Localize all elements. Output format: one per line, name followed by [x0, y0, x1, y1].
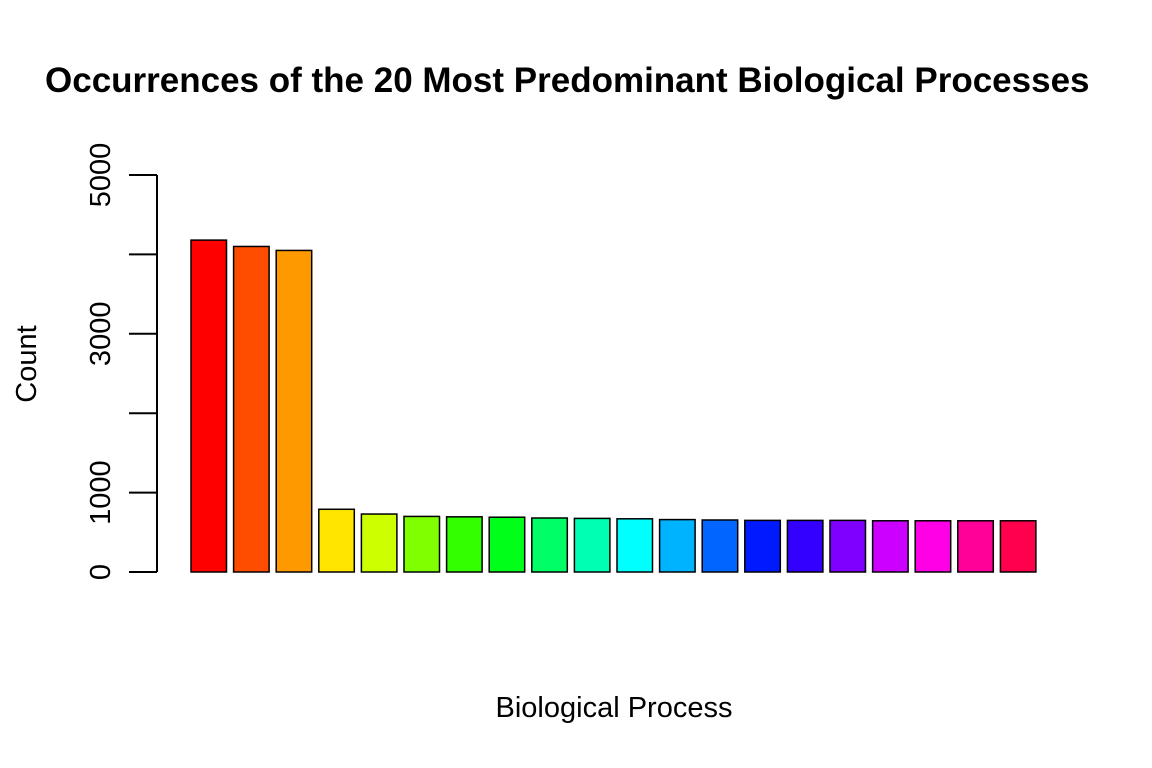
bar-3	[275, 249, 313, 573]
bar-8	[488, 516, 526, 573]
bar-12	[658, 518, 696, 573]
bar-4	[318, 508, 356, 573]
y-axis-label: Count	[11, 325, 43, 402]
bar-5	[360, 513, 398, 573]
bar-20	[999, 520, 1037, 573]
bar-16	[829, 519, 867, 573]
bar-15	[786, 519, 824, 573]
bar-9	[531, 517, 569, 573]
bar-6	[403, 515, 441, 573]
chart-title: Occurrences of the 20 Most Predominant B…	[45, 61, 1090, 100]
bar-13	[701, 519, 739, 573]
bar-1	[190, 239, 228, 573]
bars-group	[190, 239, 1037, 573]
bar-11	[616, 518, 654, 573]
bar-18	[914, 520, 952, 573]
y-axis: 0 1000 3000 5000	[85, 143, 158, 580]
bar-17	[871, 520, 909, 573]
x-axis-label: Biological Process	[496, 692, 733, 724]
bar-2	[232, 245, 270, 573]
bar-7	[445, 516, 483, 573]
y-tick-label: 5000	[85, 143, 117, 208]
y-tick-label: 0	[85, 564, 117, 580]
y-tick-label: 1000	[85, 460, 117, 525]
bar-14	[744, 519, 782, 573]
bar-10	[573, 517, 611, 573]
y-tick-label: 3000	[85, 302, 117, 367]
bar-19	[957, 520, 995, 573]
